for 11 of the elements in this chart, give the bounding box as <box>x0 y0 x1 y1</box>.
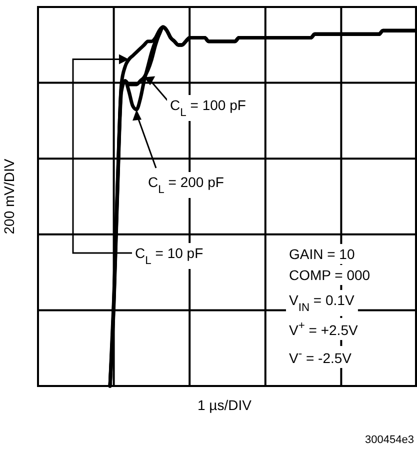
annotation: V$^{-}$ = -2.5V <box>289 348 352 366</box>
annotation: V$_{IN}$ = 0.1V <box>289 292 355 314</box>
legend-label: C$_{L}$ = 100 pF <box>170 97 246 119</box>
annotation: V$^{+}$ = +2.5V <box>289 320 358 338</box>
x-axis-title: 1 µs/DIV <box>198 397 252 413</box>
text: C$_{L}$ = 200 pF <box>148 174 224 196</box>
annotation: GAIN = 10 <box>289 246 355 262</box>
text: 300454e3 <box>365 434 414 446</box>
annotation: COMP = 000 <box>289 267 370 283</box>
series-label: C$_{L}$ = 10 pF <box>135 245 204 267</box>
y-axis-title: 200 mV/DIV <box>1 158 17 234</box>
